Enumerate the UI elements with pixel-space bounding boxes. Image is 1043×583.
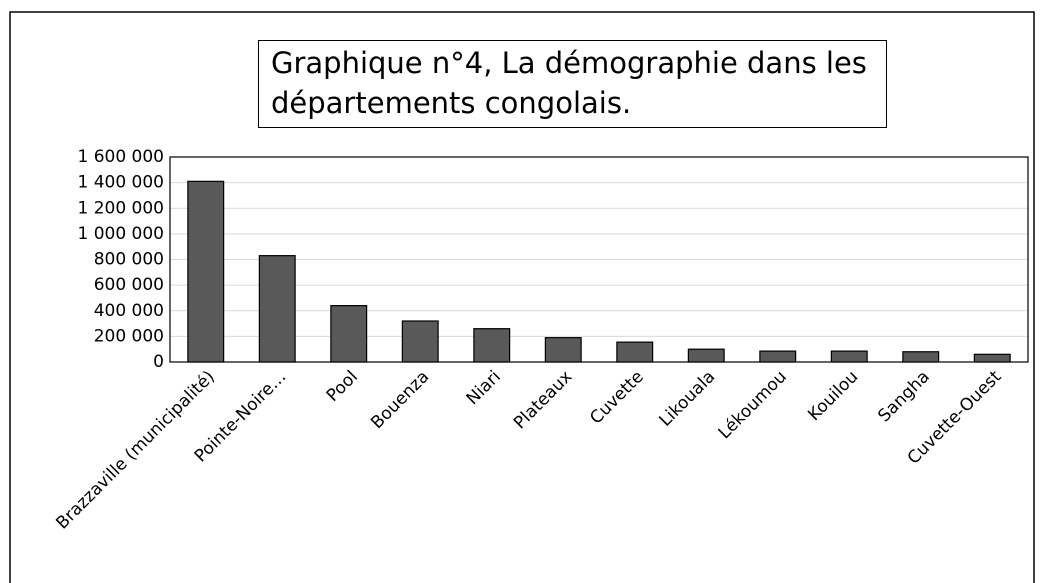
bar [902, 351, 940, 363]
chart-title: Graphique n°4, La démographie dans les d… [258, 40, 887, 128]
bar [330, 305, 368, 363]
bar [830, 350, 868, 363]
y-tick-label: 600 000 [94, 275, 164, 295]
x-tick-label: Pool [323, 367, 362, 406]
y-tick-label: 0 [153, 352, 164, 372]
x-tick-label: Likouala [656, 367, 720, 431]
x-tick-label: Bouenza [367, 367, 433, 433]
plot-frame [169, 156, 1029, 363]
y-tick-label: 1 600 000 [77, 147, 164, 167]
bar [473, 328, 511, 363]
y-tick-label: 400 000 [94, 301, 164, 321]
bar [401, 320, 439, 363]
chart-frame [9, 11, 1035, 583]
x-tick-label: Kouilou [804, 367, 862, 425]
y-tick-label: 200 000 [94, 326, 164, 346]
bar [759, 350, 797, 363]
x-tick-label: Lékoumou [715, 367, 791, 443]
bar [687, 348, 725, 363]
y-tick-label: 1 400 000 [77, 173, 164, 193]
bar [544, 337, 582, 363]
x-tick-label: Plateaux [510, 367, 576, 433]
bar [258, 255, 296, 363]
x-tick-label: Niari [463, 367, 505, 409]
y-tick-label: 1 200 000 [77, 198, 164, 218]
bar [616, 341, 654, 363]
y-tick-label: 1 000 000 [77, 224, 164, 244]
bar [973, 353, 1011, 363]
bar [187, 180, 225, 363]
x-tick-label: Sangha [874, 367, 933, 426]
y-tick-label: 800 000 [94, 250, 164, 270]
x-tick-label: Cuvette [586, 367, 647, 428]
